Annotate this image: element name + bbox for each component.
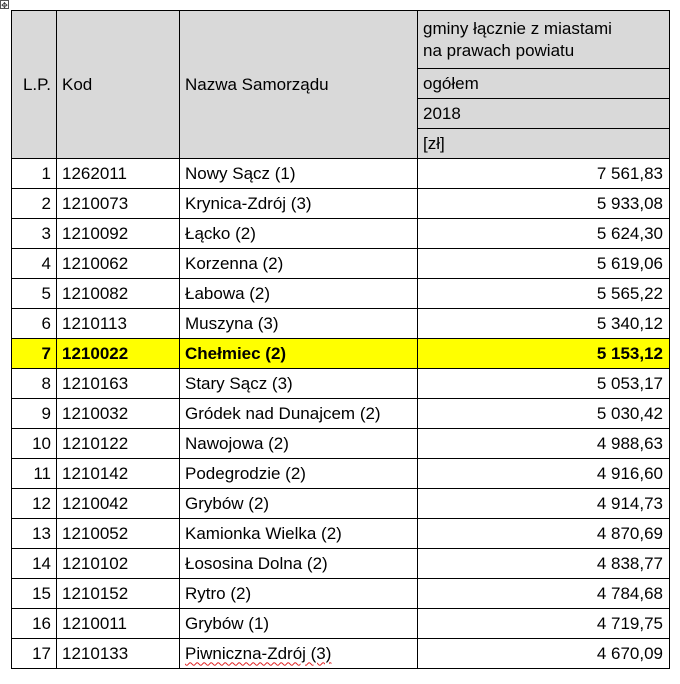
row-value: 5 153,12: [417, 338, 670, 369]
row-lp: 1: [11, 158, 57, 189]
row-value: 4 784,68: [417, 578, 670, 609]
row-value: 5 624,30: [417, 218, 670, 249]
row-lp: 9: [11, 398, 57, 429]
row-lp: 6: [11, 308, 57, 339]
header-group-line1: gminy łącznie z miastami: [423, 18, 612, 38]
row-lp: 12: [11, 488, 57, 519]
table-row: 1 1262011 Nowy Sącz (1) 7 561,83: [11, 158, 670, 189]
row-nazwa: Łabowa (2): [179, 278, 418, 309]
row-value: 4 988,63: [417, 428, 670, 459]
row-nazwa: Grybów (2): [179, 488, 418, 519]
table-row: 10 1210122 Nawojowa (2) 4 988,63: [11, 428, 670, 459]
row-nazwa: Nawojowa (2): [179, 428, 418, 459]
table-row: 3 1210092 Łącko (2) 5 624,30: [11, 218, 670, 249]
row-lp: 8: [11, 368, 57, 399]
row-lp: 3: [11, 218, 57, 249]
row-kod: 1210122: [56, 428, 180, 459]
row-kod: 1210062: [56, 248, 180, 279]
row-kod: 1210102: [56, 548, 180, 579]
row-value: 4 916,60: [417, 458, 670, 489]
row-kod: 1210052: [56, 518, 180, 549]
row-lp: 13: [11, 518, 57, 549]
row-nazwa: Podegrodzie (2): [179, 458, 418, 489]
row-kod: 1210092: [56, 218, 180, 249]
table-row: 2 1210073 Krynica-Zdrój (3) 5 933,08: [11, 188, 670, 219]
row-kod: 1210082: [56, 278, 180, 309]
row-kod: 1210022: [56, 338, 180, 369]
row-kod: 1210011: [56, 608, 180, 639]
row-value: 5 619,06: [417, 248, 670, 279]
row-lp: 2: [11, 188, 57, 219]
row-kod: 1210073: [56, 188, 180, 219]
row-lp: 10: [11, 428, 57, 459]
table-row: 11 1210142 Podegrodzie (2) 4 916,60: [11, 458, 670, 489]
table-row: 17 1210133 Piwniczna-Zdrój (3) 4 670,09: [11, 638, 670, 669]
row-value: 4 670,09: [417, 638, 670, 669]
row-value: 5 565,22: [417, 278, 670, 309]
table-row: 12 1210042 Grybów (2) 4 914,73: [11, 488, 670, 519]
row-nazwa: Łososina Dolna (2): [179, 548, 418, 579]
table-body: 1 1262011 Nowy Sącz (1) 7 561,83 2 1210073 Kry…: [11, 158, 670, 669]
table-row: 14 1210102 Łososina Dolna (2) 4 838,77: [11, 548, 670, 579]
table-row: 9 1210032 Gródek nad Dunajcem (2) 5 030,42: [11, 398, 670, 429]
row-nazwa: Kamionka Wielka (2): [179, 518, 418, 549]
row-value: 4 838,77: [417, 548, 670, 579]
row-kod: 1210163: [56, 368, 180, 399]
row-lp: 17: [11, 638, 57, 669]
row-lp: 7: [11, 338, 57, 369]
spellcheck-underline-text: Piwniczna-Zdrój (3): [185, 643, 332, 663]
row-value: 7 561,83: [417, 158, 670, 189]
header-year: 2018: [417, 98, 670, 129]
table-row: 5 1210082 Łabowa (2) 5 565,22: [11, 278, 670, 309]
row-lp: 14: [11, 548, 57, 579]
row-kod: 1210133: [56, 638, 180, 669]
table-row: 4 1210062 Korzenna (2) 5 619,06: [11, 248, 670, 279]
row-nazwa: Piwniczna-Zdrój (3): [179, 638, 418, 669]
row-value: 5 933,08: [417, 188, 670, 219]
row-kod: 1210152: [56, 578, 180, 609]
header-kod: Kod: [56, 10, 180, 159]
row-nazwa: Grybów (1): [179, 608, 418, 639]
row-nazwa: Stary Sącz (3): [179, 368, 418, 399]
row-kod: 1210042: [56, 488, 180, 519]
row-kod: 1210032: [56, 398, 180, 429]
header-unit: [zł]: [417, 128, 670, 159]
row-nazwa: Rytro (2): [179, 578, 418, 609]
row-value: 5 053,17: [417, 368, 670, 399]
header-ogolem: ogółem: [417, 68, 670, 99]
row-kod: 1262011: [56, 158, 180, 189]
row-nazwa: Nowy Sącz (1): [179, 158, 418, 189]
table-move-handle-icon[interactable]: ✥: [0, 0, 9, 10]
header-lp: L.P.: [11, 10, 57, 159]
header-group: gminy łącznie z miastami na prawach powi…: [417, 10, 670, 69]
row-nazwa: Muszyna (3): [179, 308, 418, 339]
table-row: 13 1210052 Kamionka Wielka (2) 4 870,69: [11, 518, 670, 549]
row-lp: 11: [11, 458, 57, 489]
row-value: 4 719,75: [417, 608, 670, 639]
row-lp: 4: [11, 248, 57, 279]
row-value: 5 340,12: [417, 308, 670, 339]
table-row: 6 1210113 Muszyna (3) 5 340,12: [11, 308, 670, 339]
row-nazwa: Chełmiec (2): [179, 338, 418, 369]
row-value: 4 870,69: [417, 518, 670, 549]
row-kod: 1210113: [56, 308, 180, 339]
table-row: 8 1210163 Stary Sącz (3) 5 053,17: [11, 368, 670, 399]
row-value: 5 030,42: [417, 398, 670, 429]
row-value: 4 914,73: [417, 488, 670, 519]
row-lp: 16: [11, 608, 57, 639]
header-group-line2: na prawach powiatu: [423, 40, 575, 60]
row-nazwa: Łącko (2): [179, 218, 418, 249]
row-lp: 5: [11, 278, 57, 309]
row-nazwa: Korzenna (2): [179, 248, 418, 279]
header-nazwa: Nazwa Samorządu: [179, 10, 418, 159]
table-header: L.P. Kod Nazwa Samorządu gminy łącznie z…: [11, 10, 670, 159]
data-table: L.P. Kod Nazwa Samorządu gminy łącznie z…: [11, 10, 670, 669]
row-lp: 15: [11, 578, 57, 609]
row-nazwa: Gródek nad Dunajcem (2): [179, 398, 418, 429]
table-row: 7 1210022 Chełmiec (2) 5 153,12: [11, 338, 670, 369]
row-nazwa: Krynica-Zdrój (3): [179, 188, 418, 219]
table-row: 15 1210152 Rytro (2) 4 784,68: [11, 578, 670, 609]
table-row: 16 1210011 Grybów (1) 4 719,75: [11, 608, 670, 639]
row-kod: 1210142: [56, 458, 180, 489]
